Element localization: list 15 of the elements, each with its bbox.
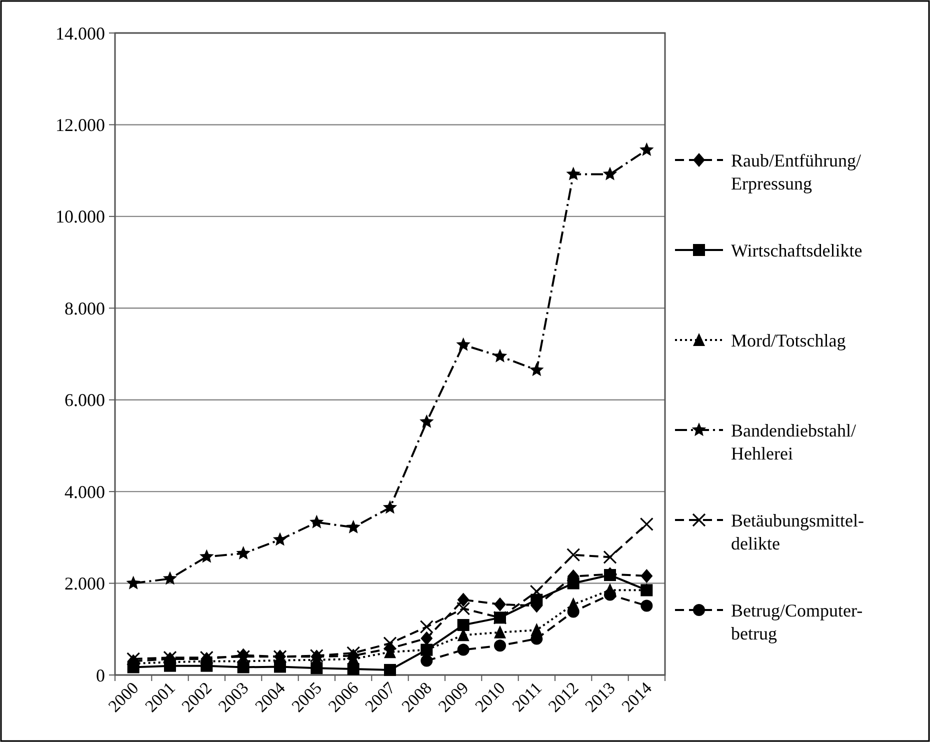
legend-label: Bandendiebstahl/Hehlerei (731, 420, 856, 464)
y-tick-label: 14.000 (56, 23, 105, 44)
y-tick-label: 4.000 (64, 482, 105, 502)
y-tick-label: 2.000 (64, 574, 105, 594)
legend-label: Mord/Totschlag (731, 330, 846, 350)
legend-label: Wirtschaftsdelikte (731, 240, 862, 260)
y-tick-label: 10.000 (56, 206, 105, 227)
legend-label: Betäubungsmittel-delikte (731, 510, 864, 554)
legend-label: Betrug/Computer-betrug (731, 600, 863, 644)
y-tick-label: 12.000 (56, 115, 105, 136)
legend-label: Raub/Entführung/Erpressung (731, 150, 861, 194)
y-tick-label: 6.000 (64, 390, 105, 410)
y-tick-label: 0 (96, 665, 105, 686)
y-tick-label: 8.000 (64, 298, 105, 318)
x-tick-label: 2011 (508, 678, 546, 716)
